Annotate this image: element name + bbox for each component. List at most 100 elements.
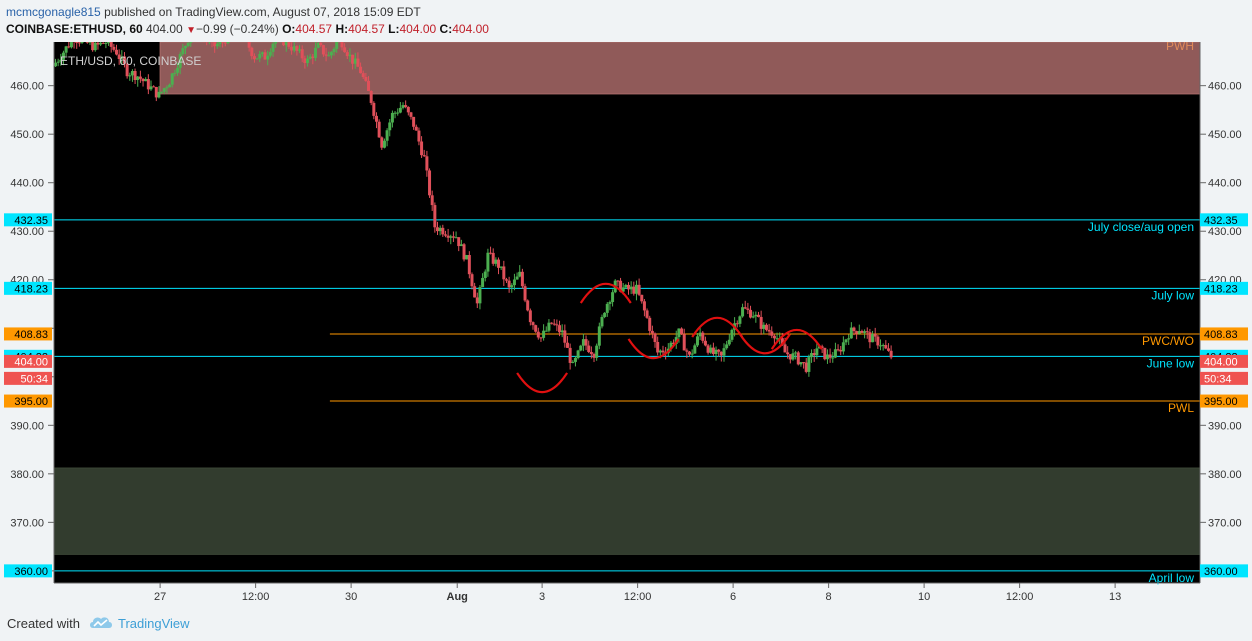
price-tag-left-april-low-bg <box>4 564 52 578</box>
price-tag-left-july-low: 418.23 <box>14 283 48 295</box>
candle <box>284 42 288 46</box>
level-label-june-low: June low <box>1147 356 1195 370</box>
price-tag-left-april-low: 360.00 <box>14 566 48 578</box>
x-tick-label: 13 <box>1109 591 1121 603</box>
y-axis-right[interactable]: 370.00380.00390.00420.00430.00440.00450.… <box>1200 81 1242 572</box>
candle <box>810 353 814 358</box>
candle <box>502 266 506 280</box>
candle <box>648 317 652 331</box>
candle <box>616 280 620 282</box>
candle <box>374 115 378 122</box>
candle <box>879 345 883 347</box>
price-tag-left-pwc-wo-bg <box>4 327 52 341</box>
candle <box>579 345 583 351</box>
candle <box>157 91 161 98</box>
candle <box>316 42 320 48</box>
candle <box>332 48 336 53</box>
tradingview-link[interactable]: TradingView <box>118 616 190 631</box>
candle <box>780 338 784 345</box>
candle <box>825 354 829 360</box>
candle <box>321 45 325 55</box>
candle <box>605 303 609 313</box>
candle <box>608 302 612 304</box>
publish-header: mcmcgonagle815 published on TradingView.… <box>0 0 1252 42</box>
candle <box>735 323 739 325</box>
y-tick-label-left: 460.00 <box>10 81 44 93</box>
y-tick-label-right: 460.00 <box>1208 81 1242 93</box>
candle <box>345 52 349 57</box>
candle <box>528 310 532 323</box>
candle <box>470 274 474 287</box>
candle <box>645 310 649 318</box>
candle <box>656 341 660 353</box>
current-price-tag-right: 404.00 <box>1204 356 1238 368</box>
level-label-april-low: April low <box>1149 571 1195 585</box>
candle <box>451 236 455 238</box>
candle <box>385 130 389 141</box>
candle <box>592 354 596 358</box>
candle <box>547 322 551 331</box>
candle <box>589 351 593 355</box>
candle <box>812 353 816 356</box>
candle <box>695 336 699 346</box>
candle <box>504 279 508 281</box>
candle <box>138 76 142 79</box>
candle <box>534 325 538 332</box>
candle <box>430 195 434 206</box>
y-tick-label-right: 390.00 <box>1208 420 1242 432</box>
candle <box>56 61 60 63</box>
candle <box>295 46 299 51</box>
candle <box>788 354 792 360</box>
candle <box>335 42 339 49</box>
candle <box>64 46 68 53</box>
candle <box>329 52 333 56</box>
candle <box>465 255 469 260</box>
candle <box>414 126 418 131</box>
author-link[interactable]: mcmcgonagle815 <box>6 5 101 19</box>
candle <box>306 58 310 63</box>
low-label: L: <box>388 22 400 36</box>
candle <box>162 88 166 92</box>
tradingview-cloud-icon[interactable] <box>88 614 114 630</box>
candle <box>727 339 731 345</box>
level-label-july-close-aug-open: July close/aug open <box>1088 220 1194 234</box>
countdown-tag-left: 50:34 <box>20 373 48 385</box>
candle <box>168 84 172 88</box>
x-axis[interactable]: 27 12:00 30 Aug 3 12:00 6 8 10 12:00 13 <box>154 583 1121 603</box>
price-tag-right-pwl: 395.00 <box>1204 396 1238 408</box>
y-tick-label-left: 380.00 <box>10 469 44 481</box>
candle <box>104 42 108 44</box>
candle <box>125 63 129 77</box>
candle <box>661 350 665 353</box>
price-tag-left-july-low-bg <box>4 281 52 295</box>
zone-demand-1 <box>53 467 1201 555</box>
candle <box>367 80 371 92</box>
candle <box>459 244 463 247</box>
candle <box>804 362 808 372</box>
candle <box>597 326 601 346</box>
candle <box>849 327 853 339</box>
candle <box>409 112 413 117</box>
x-tick-label: 12:00 <box>624 591 652 603</box>
candle <box>523 286 527 301</box>
candle <box>260 52 264 54</box>
candle <box>621 287 625 292</box>
candle <box>215 43 219 47</box>
candle <box>642 301 646 311</box>
candle <box>889 350 893 358</box>
x-tick-label: 8 <box>826 591 832 603</box>
price-tag-left-pwc-wo: 408.83 <box>14 329 48 341</box>
candle <box>738 316 742 324</box>
candle <box>446 235 450 238</box>
price-chart[interactable]: PWH July close/aug open July low PWC/WO Jun… <box>0 42 1252 603</box>
candle <box>852 327 856 332</box>
candle <box>772 335 776 339</box>
candle <box>462 244 466 260</box>
candle <box>186 42 190 46</box>
price-tag-right-july-low-bg <box>1200 281 1248 295</box>
candle <box>847 338 851 340</box>
chart-title: ETH/USD, 60, COINBASE <box>60 54 201 68</box>
candle <box>831 357 835 359</box>
price-tag-left-pwl-bg <box>4 394 52 408</box>
candle <box>340 42 344 48</box>
